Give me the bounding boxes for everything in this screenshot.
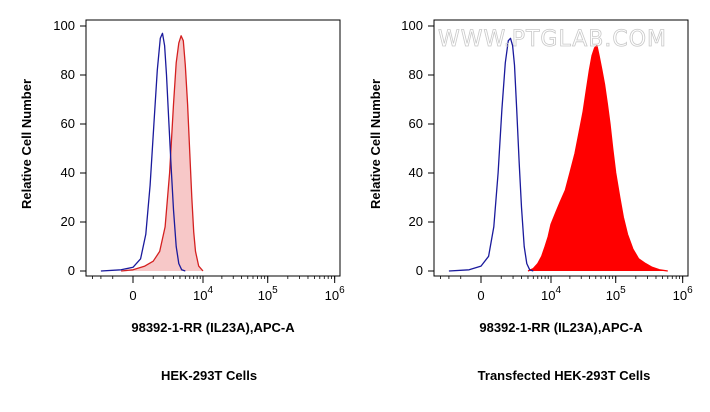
x-axis-title: 98392-1-RR (IL23A),APC-A [131,320,295,335]
y-ticks: 0 20 40 60 80 100 [401,18,434,278]
x-tick-base: 10 [193,288,207,303]
y-tick-label: 40 [61,165,75,180]
x-tick-label: 104 [541,285,561,303]
y-tick-label: 100 [53,18,75,33]
histogram-line [100,32,186,272]
y-tick-label: 100 [401,18,423,33]
x-tick-exponent: 6 [339,285,345,296]
x-tick-label: 106 [325,285,345,303]
x-axis-title: 98392-1-RR (IL23A),APC-A [479,320,643,335]
y-ticks: 0 20 40 60 80 100 [53,18,86,278]
x-tick-label: 104 [193,285,213,303]
watermark-logo: WWW.PTGLAB.COM [438,27,667,52]
y-tick-label: 0 [416,263,423,278]
x-ticks: 0 104 105 106 [92,276,345,303]
series-group [448,37,668,272]
x-tick-base: 10 [673,288,687,303]
x-tick-exponent: 4 [207,285,213,296]
x-tick-label: 0 [477,288,484,303]
y-tick-label: 20 [61,214,75,229]
x-tick-base: 10 [606,288,620,303]
plot-frame [85,19,341,277]
x-tick-exponent: 6 [687,285,693,296]
x-tick-base: 10 [541,288,555,303]
x-tick-exponent: 5 [620,285,626,296]
y-tick-label: 60 [61,116,75,131]
y-axis-title: Relative Cell Number [19,79,34,209]
x-tick-base: 0 [129,288,136,303]
x-tick-label: 0 [129,288,136,303]
histogram-line [121,35,204,272]
histogram-fill [528,45,668,271]
x-tick-label: 105 [258,285,278,303]
y-tick-label: 60 [409,116,423,131]
y-tick-label: 20 [409,214,423,229]
y-tick-label: 0 [68,263,75,278]
y-tick-label: 40 [409,165,423,180]
x-tick-base: 0 [477,288,484,303]
panel-title: Transfected HEK-293T Cells [478,368,651,383]
x-tick-label: 106 [673,285,693,303]
panel-title: HEK-293T Cells [161,368,257,383]
x-tick-base: 10 [325,288,339,303]
x-tick-exponent: 4 [555,285,561,296]
y-tick-label: 80 [61,67,75,82]
histogram-line [527,44,668,272]
x-ticks: 0 104 105 106 [440,276,693,303]
y-tick-label: 80 [409,67,423,82]
plot-frame [433,19,689,277]
y-axis-title: Relative Cell Number [368,79,383,209]
histogram-line [448,37,534,272]
x-tick-base: 10 [258,288,272,303]
series-group [100,32,204,272]
x-tick-exponent: 5 [272,285,278,296]
x-tick-label: 105 [606,285,626,303]
histogram-fill [121,35,203,271]
